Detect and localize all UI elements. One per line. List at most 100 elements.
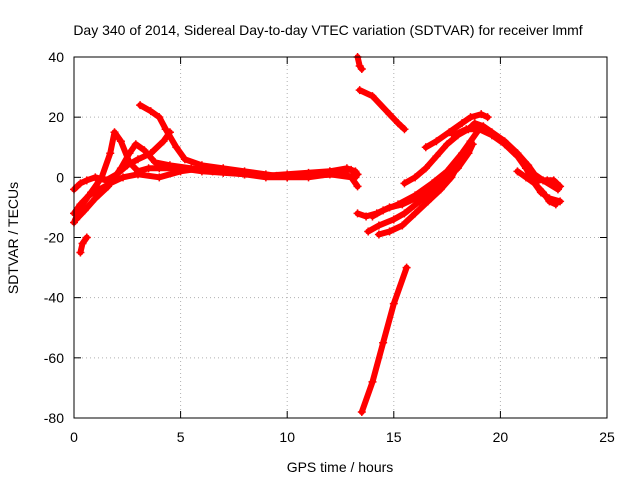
x-tick-label: 20 xyxy=(493,429,509,445)
data-point xyxy=(353,182,362,191)
data-point xyxy=(146,107,155,116)
data-point xyxy=(144,164,153,173)
data-point xyxy=(155,173,164,182)
data-point xyxy=(125,149,134,158)
data-point xyxy=(80,206,89,215)
data-point xyxy=(159,137,168,146)
x-axis-label: GPS time / hours xyxy=(287,459,394,475)
y-tick-label: -20 xyxy=(44,230,64,246)
series-arc-13 xyxy=(375,159,463,238)
y-tick-label: 40 xyxy=(48,49,64,65)
data-point xyxy=(72,215,81,224)
data-point xyxy=(151,158,160,167)
data-point xyxy=(342,164,351,173)
data-point xyxy=(556,182,565,191)
data-point xyxy=(521,164,530,173)
data-point xyxy=(428,179,437,188)
data-point xyxy=(411,209,420,218)
data-point xyxy=(347,173,356,182)
data-point xyxy=(500,140,509,149)
data-point xyxy=(82,233,91,242)
data-point xyxy=(449,131,458,140)
data-point xyxy=(368,212,377,221)
data-point xyxy=(549,176,558,185)
data-point xyxy=(432,152,441,161)
axis-ticks: 0 5 10 15 20 25 -80 -60 -40 -20 0 20 40 xyxy=(44,49,615,445)
data-point xyxy=(78,239,87,248)
data-point xyxy=(545,197,554,206)
data-point xyxy=(389,215,398,224)
data-point xyxy=(133,170,142,179)
data-point xyxy=(131,140,140,149)
data-point xyxy=(483,113,492,122)
data-point xyxy=(368,92,377,101)
data-point xyxy=(123,161,132,170)
data-point xyxy=(462,125,471,134)
data-point xyxy=(385,227,394,236)
data-point xyxy=(402,263,411,272)
data-point xyxy=(136,101,145,110)
data-point xyxy=(411,173,420,182)
series-arc-12 xyxy=(365,165,457,235)
data-point xyxy=(445,128,454,137)
data-point xyxy=(76,200,85,209)
data-point xyxy=(357,65,366,74)
data-point xyxy=(436,185,445,194)
data-point xyxy=(379,338,388,347)
data-point xyxy=(76,179,85,188)
data-point xyxy=(197,164,206,173)
x-tick-label: 0 xyxy=(70,429,78,445)
data-point xyxy=(351,167,360,176)
series-arc-9 xyxy=(358,264,410,415)
x-tick-label: 25 xyxy=(599,429,615,445)
data-point xyxy=(172,143,181,152)
data-point xyxy=(443,140,452,149)
data-point xyxy=(355,86,364,95)
data-point xyxy=(513,167,522,176)
data-point xyxy=(551,200,560,209)
data-point xyxy=(394,200,403,209)
data-point xyxy=(116,137,125,146)
data-point xyxy=(146,149,155,158)
data-point xyxy=(389,299,398,308)
y-tick-label: -40 xyxy=(44,290,64,306)
data-point xyxy=(374,221,383,230)
data-point xyxy=(528,173,537,182)
data-point xyxy=(415,197,424,206)
data-point xyxy=(119,173,128,182)
data-point xyxy=(466,137,475,146)
y-tick-label: -60 xyxy=(44,350,64,366)
data-point xyxy=(95,185,104,194)
data-point xyxy=(539,188,548,197)
data-point xyxy=(140,146,149,155)
data-point xyxy=(466,113,475,122)
data-point xyxy=(421,143,430,152)
data-point xyxy=(556,197,565,206)
data-point xyxy=(487,131,496,140)
data-point xyxy=(477,110,486,119)
data-point xyxy=(400,209,409,218)
data-point xyxy=(400,179,409,188)
data-point xyxy=(110,128,119,137)
data-point xyxy=(400,125,409,134)
data-point xyxy=(458,149,467,158)
x-tick-label: 15 xyxy=(386,429,402,445)
y-axis-label: SDTVAR / TECUs xyxy=(5,182,21,294)
data-point xyxy=(398,221,407,230)
data-point xyxy=(176,167,185,176)
data-point xyxy=(458,119,467,128)
data-point xyxy=(394,119,403,128)
data-point xyxy=(411,191,420,200)
data-point xyxy=(240,170,249,179)
data-point xyxy=(161,125,170,134)
y-tick-label: 0 xyxy=(56,169,64,185)
data-point xyxy=(165,161,174,170)
data-point xyxy=(261,173,270,182)
data-point xyxy=(133,155,142,164)
series-arc-6 xyxy=(77,234,90,256)
data-point xyxy=(91,173,100,182)
data-point xyxy=(357,407,366,416)
data-point xyxy=(353,209,362,218)
data-point xyxy=(283,173,292,182)
